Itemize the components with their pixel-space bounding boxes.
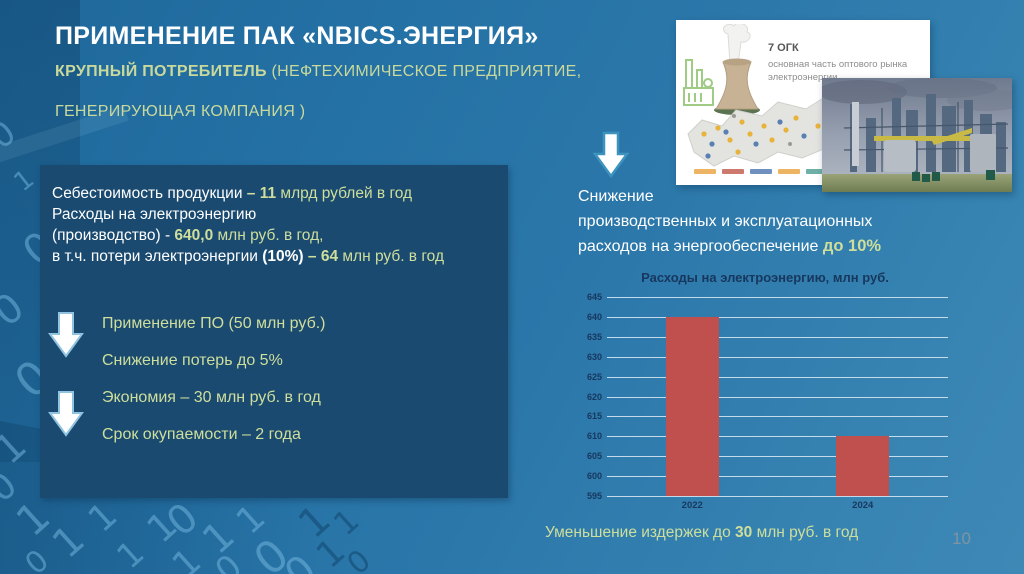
y-tick-label: 595 (586, 491, 602, 501)
subtitle-bold: КРУПНЫЙ ПОТРЕБИТЕЛЬ (55, 63, 267, 80)
bar-2024 (836, 436, 890, 496)
slide-title: ПРИМЕНЕНИЕ ПАК «NBICS.ЭНЕРГИЯ» (55, 22, 539, 50)
cost-line-2: Расходы на электроэнергию (52, 206, 257, 223)
gridline (607, 456, 948, 458)
binary-digit: 0 (18, 543, 56, 574)
x-tick-label: 2024 (852, 500, 874, 511)
y-tick-label: 610 (586, 431, 602, 442)
electricity-cost-chart: Расходы на электроэнергию, млн руб. 645 6… (570, 264, 965, 516)
cost-line-3: (производство) - 640,0 млн руб. в год, (52, 227, 324, 244)
gridline (607, 336, 948, 338)
plant-photo (822, 78, 1012, 192)
reduction-line-2: производственных и эксплуатационных (578, 213, 873, 230)
y-tick-label: 600 (586, 471, 602, 482)
y-tick-label: 625 (586, 371, 602, 382)
y-tick-label: 645 (586, 292, 602, 302)
card-caption: основная часть оптового рынка электроэне… (768, 59, 908, 83)
card-heading: 7 ОГК (768, 42, 799, 54)
binary-digit: 0 (340, 543, 378, 574)
binary-digit: 1 (8, 164, 41, 198)
binary-digit: 1 (164, 540, 210, 574)
gridline (607, 476, 948, 478)
gridline (607, 376, 948, 378)
reduction-line-1: Снижение (578, 188, 654, 205)
factory-icon (683, 59, 714, 106)
cost-line-1: Себестоимость продукции – 11 млрд рублей… (52, 185, 413, 202)
subtitle-rest: (НЕФТЕХИМИЧЕСКОЕ ПРЕДПРИЯТИЕ, (266, 63, 582, 80)
chart-plot-area: 645 640 635 630 625 620 615 610 605 600 595 2022 202… (587, 292, 948, 511)
y-tick-label: 640 (586, 311, 602, 322)
x-tick-label: 2022 (681, 500, 703, 511)
y-tick-label: 620 (586, 391, 602, 402)
page-number: 10 (952, 529, 971, 548)
slide-subtitle-line1: КРУПНЫЙ ПОТРЕБИТЕЛЬ (НЕФТЕХИМИЧЕСКОЕ ПРЕ… (55, 63, 581, 81)
gridline (607, 436, 948, 438)
reduction-line-3: расходов на энергообеспечение до 10% (578, 237, 882, 255)
gridline (607, 496, 948, 497)
footer-note: Уменьшение издержек до 30 млн руб. в год (545, 524, 859, 541)
y-tick-label: 635 (586, 331, 602, 342)
gridline (607, 416, 948, 418)
down-arrow-icon (48, 312, 84, 358)
cost-summary-panel: Себестоимость продукции – 11 млрд рублей… (40, 165, 508, 498)
gridline (607, 316, 948, 318)
slide-subtitle-line2: ГЕНЕРИРУЮЩАЯ КОМПАНИЯ ) (55, 103, 306, 120)
binary-digit: 0 (0, 284, 33, 336)
gridline (607, 297, 948, 298)
list-item: Применение ПО (50 млн руб.) (102, 314, 326, 332)
binary-digit: 1 (80, 494, 126, 541)
binary-digit: 1 (43, 516, 94, 568)
y-tick-label: 615 (586, 411, 602, 422)
binary-digit: 0 (0, 112, 24, 158)
down-arrow-icon (592, 131, 630, 179)
cost-line-4: в т.ч. потери электроэнергии (10%) – 64 … (52, 248, 444, 265)
binary-digit: 1 (109, 532, 153, 574)
reduction-statement: Снижение производственных и эксплуатацио… (578, 184, 998, 259)
gridline (607, 396, 948, 398)
gridline (607, 356, 948, 358)
y-tick-label: 630 (586, 351, 602, 362)
bar-2022 (665, 316, 719, 496)
binary-digit: 1 (0, 422, 36, 474)
list-item: Снижение потерь до 5% (102, 351, 283, 369)
benefit-list: Применение ПО (50 млн руб.) Снижение пот… (102, 305, 326, 453)
y-tick-label: 605 (586, 451, 602, 462)
list-item: Срок окупаемости – 2 года (102, 425, 301, 443)
cost-summary-text: Себестоимость продукции – 11 млрд рублей… (52, 183, 444, 267)
list-item: Экономия – 30 млн руб. в год (102, 388, 321, 406)
binary-digit: 0 (207, 546, 250, 574)
down-arrow-icon (48, 391, 84, 437)
chart-title: Расходы на электроэнергию, млн руб. (641, 270, 889, 285)
